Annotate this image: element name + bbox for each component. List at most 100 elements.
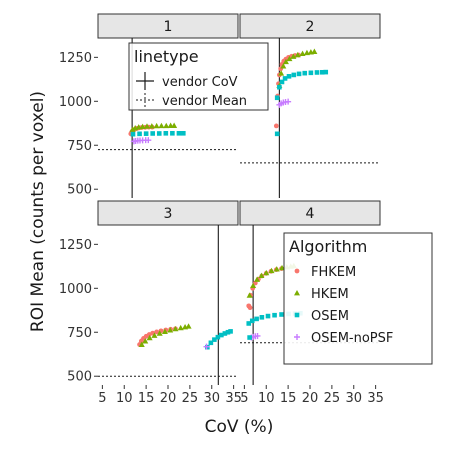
- point-osem: [259, 315, 265, 320]
- point-osem: [265, 313, 271, 319]
- legend-linetype-box: [128, 42, 269, 111]
- point-osem: [323, 69, 329, 75]
- point-osem: [176, 130, 182, 136]
- point-fhkem: [247, 305, 253, 311]
- y-tick-label: 750: [67, 326, 92, 341]
- point-osem-nopsf: [254, 332, 261, 339]
- point-hkem: [144, 123, 150, 129]
- point-osem: [143, 131, 149, 136]
- point-osem: [246, 321, 252, 326]
- panel-plot-area: [240, 38, 380, 198]
- legend-key-fhkem: [294, 268, 300, 274]
- y-tick-label: 1000: [59, 95, 92, 110]
- x-tick-label: 25: [182, 391, 199, 406]
- point-hkem: [171, 122, 178, 128]
- legend-entry-hkem: HKEM: [311, 287, 349, 302]
- point-hkem: [148, 123, 155, 129]
- point-hkem: [177, 324, 184, 331]
- point-hkem: [294, 51, 301, 58]
- point-osem: [286, 74, 292, 79]
- point-osem: [225, 329, 231, 335]
- panel-plot-area: [98, 225, 238, 385]
- point-hkem: [299, 50, 306, 57]
- point-osem: [274, 95, 280, 101]
- point-hkem: [142, 338, 149, 344]
- legend-entry-vendor-cov: vendor CoV: [162, 75, 238, 90]
- point-hkem: [146, 334, 153, 341]
- legend-entry-vendor-mean: vendor Mean: [162, 94, 247, 109]
- point-hkem: [172, 325, 179, 332]
- point-hkem: [263, 269, 270, 276]
- point-hkem: [185, 323, 192, 329]
- point-osem: [291, 72, 297, 78]
- legend-algorithm-title: Algorithm: [289, 237, 367, 256]
- x-tick-label: 15: [280, 391, 297, 406]
- legend-entry-fhkem: FHKEM: [311, 265, 356, 280]
- point-osem: [274, 131, 280, 137]
- point-hkem: [280, 63, 287, 69]
- point-hkem: [268, 267, 275, 274]
- point-hkem: [129, 126, 136, 132]
- point-hkem: [278, 70, 285, 76]
- point-osem: [150, 131, 155, 136]
- axes-layer: CoV (%) ROI Mean (counts per voxel): [28, 91, 273, 437]
- y-tick-label: 500: [67, 370, 92, 385]
- y-tick-label: 1000: [59, 282, 92, 297]
- point-osem-nopsf: [145, 137, 152, 144]
- y-tick-label: 500: [67, 183, 92, 198]
- point-osem: [319, 69, 325, 75]
- x-tick-label: 30: [203, 391, 220, 406]
- legend-entry-osem-nopsf: OSEM-noPSF: [311, 331, 393, 346]
- point-osem: [296, 71, 302, 77]
- panel-strip-label: 1: [164, 19, 173, 35]
- y-tick-label: 1250: [59, 238, 92, 253]
- point-hkem: [246, 292, 253, 298]
- legend-linetype-title: linetype: [134, 47, 199, 66]
- x-tick-label: 15: [138, 391, 155, 406]
- y-tick-label: 1250: [59, 51, 92, 66]
- point-osem: [181, 130, 186, 136]
- point-osem: [249, 318, 255, 324]
- point-osem: [137, 131, 142, 137]
- panel-strip-label: 3: [164, 206, 173, 222]
- legend-algorithm-box: [283, 232, 433, 365]
- point-osem: [279, 312, 284, 317]
- point-osem: [247, 335, 252, 340]
- point-osem: [215, 334, 221, 340]
- point-fhkem: [273, 123, 279, 129]
- panel-strip-label: 2: [306, 19, 315, 35]
- point-osem: [314, 70, 320, 75]
- point-hkem: [286, 55, 293, 62]
- x-tick-label: 10: [116, 391, 133, 406]
- x-tick-label: 20: [302, 391, 319, 406]
- point-osem: [156, 131, 162, 136]
- point-osem: [130, 131, 136, 137]
- point-hkem: [161, 328, 168, 334]
- point-osem: [282, 76, 288, 81]
- panel-strip: [239, 13, 381, 39]
- point-osem-nopsf: [285, 98, 292, 105]
- point-hkem: [290, 53, 297, 59]
- point-hkem: [139, 123, 146, 130]
- point-hkem: [282, 58, 289, 65]
- point-hkem: [158, 122, 165, 129]
- point-osem: [308, 70, 314, 76]
- point-hkem: [156, 330, 163, 336]
- point-osem: [212, 337, 217, 342]
- point-osem: [302, 70, 308, 76]
- point-hkem: [163, 122, 170, 129]
- x-axis-title: CoV (%): [205, 417, 274, 437]
- point-hkem: [273, 266, 280, 272]
- point-hkem: [254, 276, 261, 282]
- point-hkem: [167, 327, 174, 333]
- panel-strip-label: 4: [306, 206, 315, 222]
- point-hkem: [250, 282, 257, 289]
- x-tick-label: 5: [240, 391, 248, 406]
- point-osem-nopsf: [203, 343, 210, 350]
- x-tick-label: 30: [345, 391, 362, 406]
- point-fhkem: [154, 329, 160, 335]
- legend-linetype: linetype vendor CoV vendor Mean: [128, 42, 269, 111]
- panel-strip: [97, 13, 239, 39]
- point-osem: [279, 79, 285, 85]
